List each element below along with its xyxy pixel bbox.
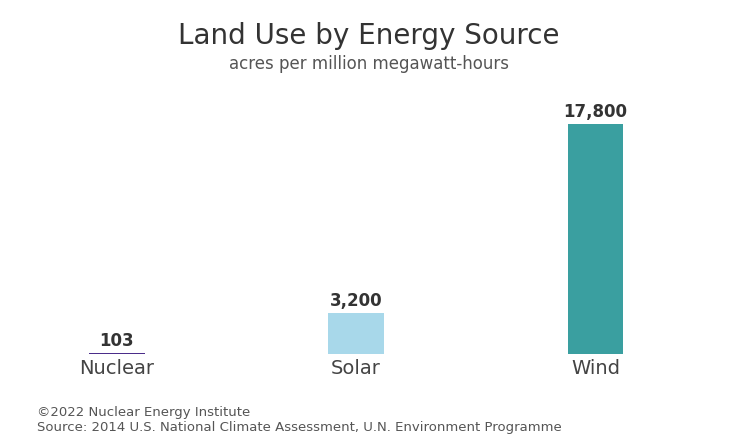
Bar	[89, 353, 145, 354]
Text: 17,800: 17,800	[564, 103, 627, 121]
Text: ©2022 Nuclear Energy Institute
Source: 2014 U.S. National Climate Assessment, U.: ©2022 Nuclear Energy Institute Source: 2…	[37, 406, 562, 434]
Bar	[568, 124, 624, 354]
Text: 3,200: 3,200	[330, 292, 382, 310]
Text: acres per million megawatt-hours: acres per million megawatt-hours	[229, 55, 509, 74]
Text: 103: 103	[100, 332, 134, 350]
Bar	[328, 313, 384, 354]
Text: Land Use by Energy Source: Land Use by Energy Source	[179, 22, 559, 50]
